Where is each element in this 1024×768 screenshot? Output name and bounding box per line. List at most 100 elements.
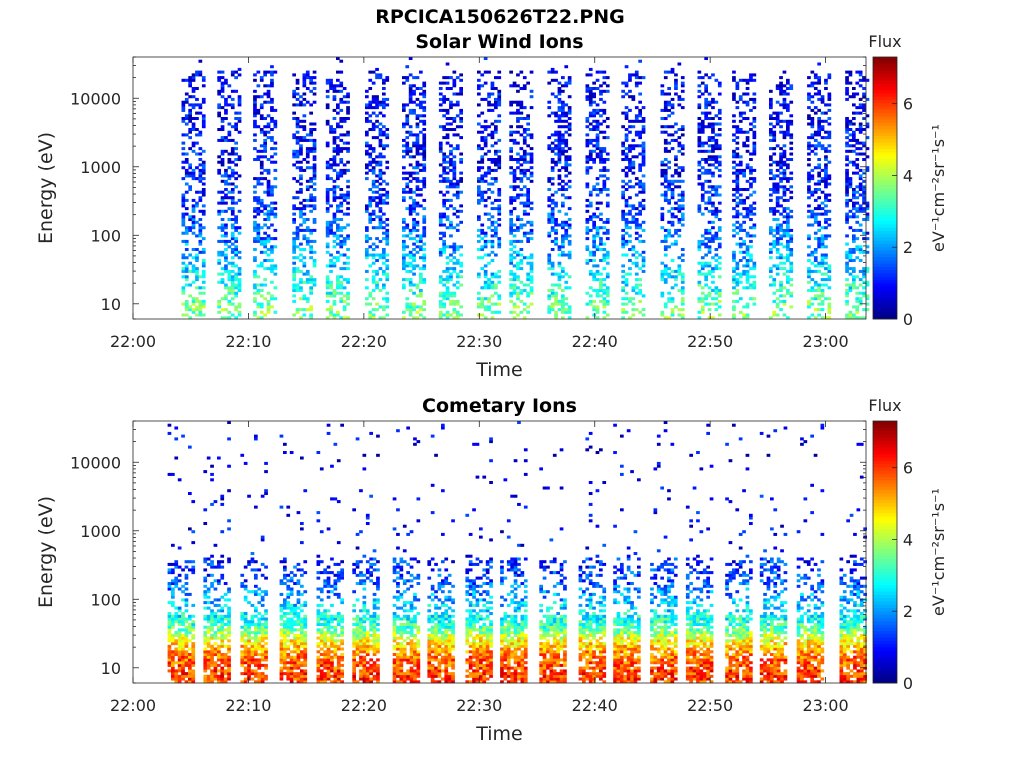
flux-cell bbox=[813, 138, 818, 142]
flux-cell bbox=[529, 280, 534, 284]
flux-cell bbox=[742, 269, 746, 273]
flux-cell bbox=[711, 269, 715, 273]
flux-cell bbox=[810, 117, 815, 121]
flux-cell bbox=[422, 133, 427, 137]
flux-cell bbox=[483, 245, 488, 249]
flux-cell bbox=[422, 81, 427, 85]
flux-cell bbox=[707, 196, 712, 200]
flux-cell bbox=[422, 147, 427, 151]
flux-cell bbox=[412, 316, 416, 320]
flux-cell bbox=[292, 155, 296, 159]
flux-cell bbox=[497, 70, 502, 74]
flux-cell bbox=[438, 220, 443, 224]
flux-cell bbox=[438, 149, 443, 153]
flux-cell bbox=[638, 201, 642, 205]
flux-cell bbox=[455, 248, 460, 252]
flux-cell bbox=[529, 152, 534, 156]
flux-cell bbox=[714, 302, 719, 306]
flux-cell bbox=[329, 228, 333, 232]
flux-cell bbox=[807, 299, 811, 303]
flux-cell bbox=[700, 272, 705, 276]
flux-cell bbox=[270, 65, 274, 69]
flux-cell bbox=[745, 144, 750, 148]
flux-cell bbox=[641, 130, 646, 134]
flux-cell bbox=[332, 179, 337, 183]
flux-cell bbox=[230, 218, 235, 222]
flux-cell bbox=[813, 81, 818, 85]
flux-cell bbox=[184, 158, 189, 162]
flux-cell bbox=[585, 166, 590, 170]
flux-cell bbox=[852, 280, 856, 284]
flux-cell bbox=[519, 100, 524, 104]
flux-cell bbox=[624, 239, 629, 243]
flux-cell bbox=[557, 272, 562, 276]
flux-cell bbox=[522, 76, 527, 80]
flux-cell bbox=[378, 209, 383, 213]
flux-cell bbox=[405, 177, 410, 181]
flux-cell bbox=[292, 163, 296, 167]
flux-cell bbox=[452, 166, 457, 170]
flux-cell bbox=[368, 294, 373, 298]
flux-cell bbox=[595, 108, 600, 112]
flux-cell bbox=[375, 201, 379, 205]
flux-cell bbox=[266, 182, 271, 186]
flux-cell bbox=[561, 84, 565, 88]
flux-cell bbox=[445, 108, 450, 112]
flux-cell bbox=[772, 117, 777, 121]
flux-cell bbox=[848, 313, 853, 317]
flux-cell bbox=[230, 171, 235, 175]
flux-cell bbox=[181, 78, 186, 82]
flux-cell bbox=[631, 155, 636, 159]
flux-cell bbox=[365, 111, 369, 115]
flux-cell bbox=[191, 76, 196, 80]
flux-cell bbox=[735, 212, 740, 216]
flux-cell bbox=[605, 231, 610, 235]
flux-cell bbox=[253, 297, 257, 301]
flux-cell bbox=[292, 299, 296, 303]
flux-cell bbox=[477, 177, 481, 181]
flux-cell bbox=[519, 188, 524, 192]
flux-cell bbox=[184, 171, 189, 175]
flux-cell bbox=[336, 185, 340, 189]
flux-cell bbox=[512, 100, 517, 104]
flux-cell bbox=[309, 185, 313, 189]
flux-cell bbox=[775, 119, 780, 123]
flux-cell bbox=[631, 289, 636, 293]
flux-cell bbox=[631, 286, 636, 290]
flux-cell bbox=[490, 207, 495, 211]
flux-cell bbox=[595, 122, 600, 126]
flux-cell bbox=[858, 70, 863, 74]
flux-cell bbox=[339, 188, 344, 192]
flux-cell bbox=[550, 272, 555, 276]
flux-cell bbox=[848, 226, 853, 230]
flux-cell bbox=[438, 92, 443, 96]
flux-cell bbox=[667, 185, 671, 189]
flux-cell bbox=[602, 289, 607, 293]
flux-cell bbox=[628, 95, 632, 99]
flux-cell bbox=[184, 269, 189, 273]
flux-cell bbox=[184, 207, 189, 211]
flux-cell bbox=[769, 103, 773, 107]
flux-cell bbox=[775, 305, 780, 309]
flux-cell bbox=[697, 163, 702, 167]
flux-cell bbox=[455, 316, 460, 320]
flux-cell bbox=[184, 198, 189, 202]
flux-cell bbox=[253, 310, 257, 314]
flux-cell bbox=[824, 278, 828, 282]
flux-cell bbox=[752, 283, 757, 287]
flux-cell bbox=[402, 239, 406, 243]
flux-cell bbox=[256, 212, 261, 216]
flux-cell bbox=[550, 67, 555, 71]
flux-cell bbox=[769, 207, 773, 211]
flux-cell bbox=[807, 272, 811, 276]
flux-cell bbox=[490, 228, 495, 232]
flux-cell bbox=[697, 122, 702, 126]
flux-cell bbox=[711, 147, 715, 151]
flux-cell bbox=[227, 190, 232, 194]
flux-cell bbox=[862, 108, 866, 112]
flux-cell bbox=[845, 149, 849, 153]
flux-cell bbox=[477, 130, 481, 134]
flux-cell bbox=[382, 193, 386, 197]
flux-cell bbox=[588, 89, 593, 93]
flux-cell bbox=[858, 316, 863, 320]
